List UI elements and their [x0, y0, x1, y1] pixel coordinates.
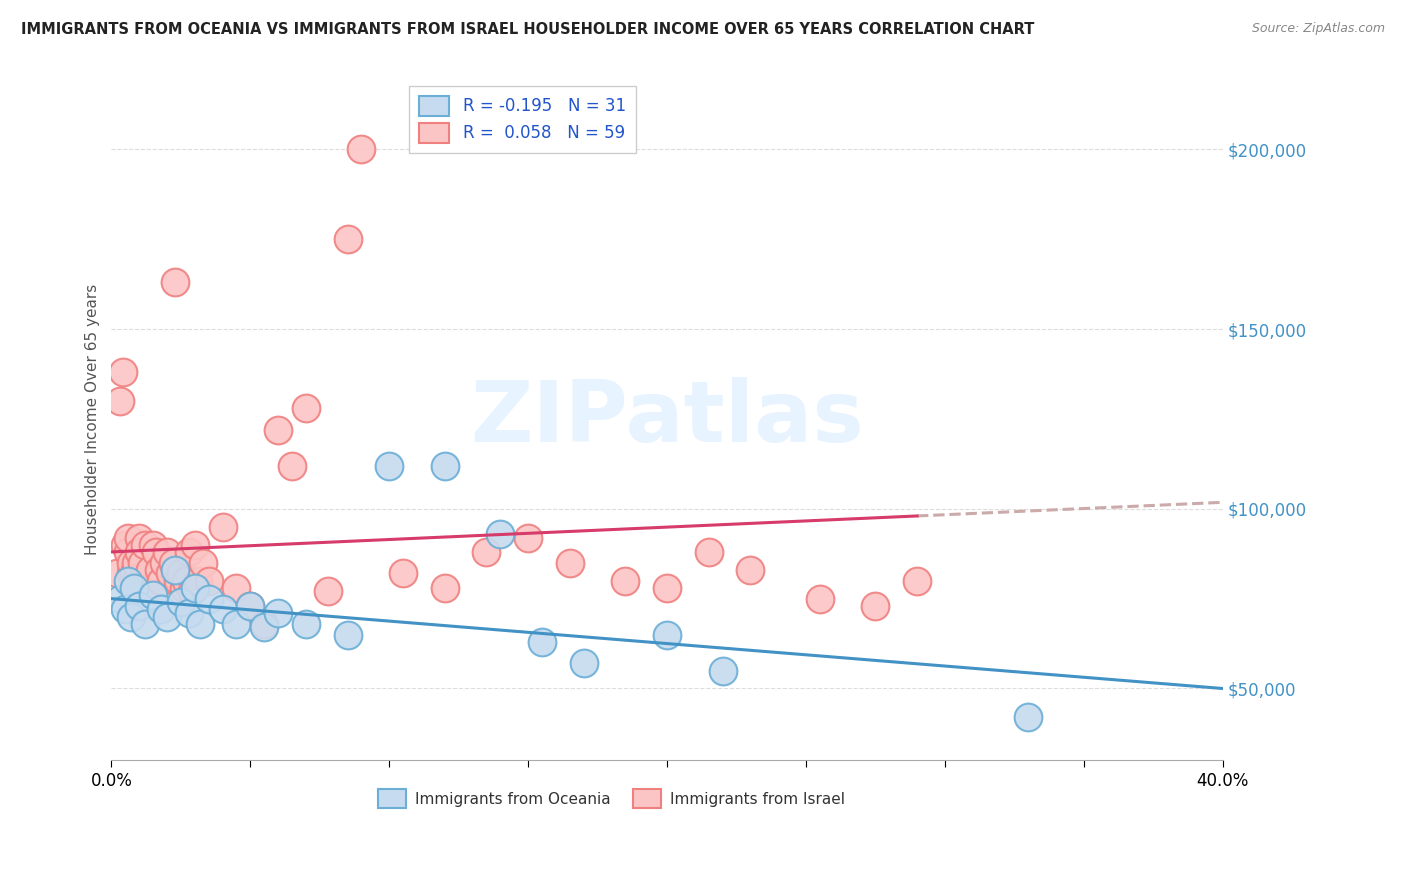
- Point: [165, 276, 187, 290]
- Point: [267, 423, 290, 437]
- Point: [239, 599, 262, 613]
- Point: [211, 602, 233, 616]
- Point: [165, 563, 187, 577]
- Point: [128, 531, 150, 545]
- Point: [128, 599, 150, 613]
- Point: [655, 627, 678, 641]
- Legend: Immigrants from Oceania, Immigrants from Israel: Immigrants from Oceania, Immigrants from…: [373, 783, 851, 814]
- Point: [176, 574, 198, 588]
- Point: [159, 566, 181, 581]
- Point: [281, 458, 304, 473]
- Point: [139, 563, 162, 577]
- Point: [316, 584, 339, 599]
- Point: [108, 393, 131, 408]
- Point: [156, 609, 179, 624]
- Point: [1017, 710, 1039, 724]
- Point: [134, 616, 156, 631]
- Point: [267, 606, 290, 620]
- Point: [128, 545, 150, 559]
- Point: [697, 545, 720, 559]
- Point: [184, 581, 207, 595]
- Point: [336, 627, 359, 641]
- Point: [225, 581, 247, 595]
- Point: [156, 545, 179, 559]
- Point: [181, 584, 204, 599]
- Point: [114, 538, 136, 552]
- Point: [188, 616, 211, 631]
- Point: [186, 574, 208, 588]
- Point: [655, 581, 678, 595]
- Point: [531, 634, 554, 648]
- Point: [170, 566, 193, 581]
- Point: [392, 566, 415, 581]
- Point: [614, 574, 637, 588]
- Point: [150, 574, 173, 588]
- Point: [153, 556, 176, 570]
- Point: [558, 556, 581, 570]
- Point: [211, 520, 233, 534]
- Point: [105, 566, 128, 581]
- Point: [150, 602, 173, 616]
- Point: [120, 566, 142, 581]
- Point: [162, 556, 184, 570]
- Point: [184, 538, 207, 552]
- Point: [125, 556, 148, 570]
- Point: [253, 620, 276, 634]
- Point: [145, 545, 167, 559]
- Point: [167, 574, 190, 588]
- Point: [905, 574, 928, 588]
- Text: ZIPatlas: ZIPatlas: [470, 377, 863, 460]
- Point: [225, 616, 247, 631]
- Point: [475, 545, 498, 559]
- Point: [148, 563, 170, 577]
- Point: [711, 664, 734, 678]
- Point: [120, 556, 142, 570]
- Point: [239, 599, 262, 613]
- Point: [808, 591, 831, 606]
- Text: Source: ZipAtlas.com: Source: ZipAtlas.com: [1251, 22, 1385, 36]
- Point: [179, 606, 201, 620]
- Point: [253, 616, 276, 631]
- Point: [122, 581, 145, 595]
- Point: [179, 545, 201, 559]
- Point: [114, 602, 136, 616]
- Point: [170, 595, 193, 609]
- Point: [142, 538, 165, 552]
- Point: [295, 616, 318, 631]
- Point: [131, 556, 153, 570]
- Point: [378, 458, 401, 473]
- Y-axis label: Householder Income Over 65 years: Householder Income Over 65 years: [86, 284, 100, 555]
- Point: [197, 591, 219, 606]
- Point: [117, 545, 139, 559]
- Point: [122, 566, 145, 581]
- Point: [865, 599, 887, 613]
- Point: [572, 657, 595, 671]
- Point: [122, 581, 145, 595]
- Point: [433, 581, 456, 595]
- Point: [433, 458, 456, 473]
- Point: [350, 142, 373, 156]
- Point: [120, 609, 142, 624]
- Point: [142, 588, 165, 602]
- Point: [117, 574, 139, 588]
- Point: [125, 574, 148, 588]
- Point: [489, 527, 512, 541]
- Point: [517, 531, 540, 545]
- Point: [117, 531, 139, 545]
- Point: [191, 556, 214, 570]
- Text: IMMIGRANTS FROM OCEANIA VS IMMIGRANTS FROM ISRAEL HOUSEHOLDER INCOME OVER 65 YEA: IMMIGRANTS FROM OCEANIA VS IMMIGRANTS FR…: [21, 22, 1035, 37]
- Point: [336, 232, 359, 246]
- Point: [108, 591, 131, 606]
- Point: [136, 581, 159, 595]
- Point: [111, 365, 134, 379]
- Point: [173, 581, 195, 595]
- Point: [295, 401, 318, 416]
- Point: [197, 574, 219, 588]
- Point: [740, 563, 762, 577]
- Point: [134, 538, 156, 552]
